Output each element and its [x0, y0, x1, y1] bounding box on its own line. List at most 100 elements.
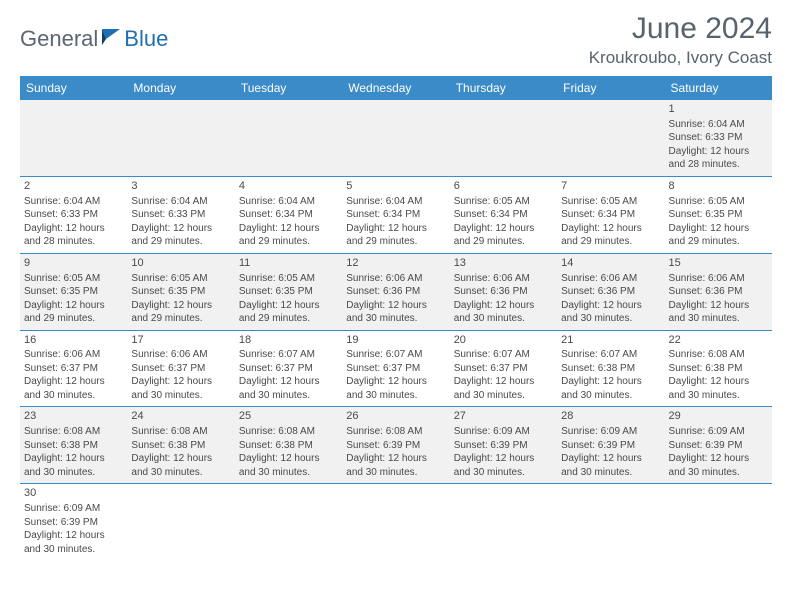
daylight-line: Daylight: 12 hours and 28 minutes.: [24, 222, 123, 249]
sunrise-line: Sunrise: 6:07 AM: [239, 348, 338, 362]
calendar-row: 1Sunrise: 6:04 AMSunset: 6:33 PMDaylight…: [20, 100, 772, 176]
calendar-cell: 25Sunrise: 6:08 AMSunset: 6:38 PMDayligh…: [235, 407, 342, 484]
daylight-line: Daylight: 12 hours and 30 minutes.: [561, 452, 660, 479]
month-title: June 2024: [589, 12, 772, 46]
calendar-row: 23Sunrise: 6:08 AMSunset: 6:38 PMDayligh…: [20, 407, 772, 484]
calendar-cell: 11Sunrise: 6:05 AMSunset: 6:35 PMDayligh…: [235, 253, 342, 330]
sunrise-line: Sunrise: 6:08 AM: [131, 425, 230, 439]
daylight-line: Daylight: 12 hours and 30 minutes.: [669, 299, 768, 326]
sunrise-line: Sunrise: 6:06 AM: [454, 272, 553, 286]
daylight-line: Daylight: 12 hours and 28 minutes.: [669, 145, 768, 172]
sunset-line: Sunset: 6:38 PM: [669, 362, 768, 376]
sunset-line: Sunset: 6:39 PM: [669, 439, 768, 453]
daylight-line: Daylight: 12 hours and 30 minutes.: [346, 299, 445, 326]
sunset-line: Sunset: 6:34 PM: [561, 208, 660, 222]
sunrise-line: Sunrise: 6:08 AM: [24, 425, 123, 439]
calendar-cell: [665, 484, 772, 560]
sunset-line: Sunset: 6:37 PM: [24, 362, 123, 376]
daylight-line: Daylight: 12 hours and 30 minutes.: [24, 452, 123, 479]
sunset-line: Sunset: 6:39 PM: [24, 516, 123, 530]
daylight-line: Daylight: 12 hours and 30 minutes.: [454, 452, 553, 479]
sunrise-line: Sunrise: 6:07 AM: [561, 348, 660, 362]
calendar-cell: [450, 100, 557, 176]
calendar-cell: [235, 100, 342, 176]
sunset-line: Sunset: 6:37 PM: [346, 362, 445, 376]
calendar-cell: [20, 100, 127, 176]
calendar-row: 9Sunrise: 6:05 AMSunset: 6:35 PMDaylight…: [20, 253, 772, 330]
daylight-line: Daylight: 12 hours and 29 minutes.: [561, 222, 660, 249]
calendar-cell: 27Sunrise: 6:09 AMSunset: 6:39 PMDayligh…: [450, 407, 557, 484]
day-number: 4: [239, 179, 338, 194]
sunset-line: Sunset: 6:37 PM: [454, 362, 553, 376]
day-number: 26: [346, 409, 445, 424]
day-number: 28: [561, 409, 660, 424]
sunrise-line: Sunrise: 6:05 AM: [239, 272, 338, 286]
day-number: 10: [131, 256, 230, 271]
daylight-line: Daylight: 12 hours and 30 minutes.: [669, 375, 768, 402]
calendar-cell: 23Sunrise: 6:08 AMSunset: 6:38 PMDayligh…: [20, 407, 127, 484]
sunset-line: Sunset: 6:34 PM: [454, 208, 553, 222]
sunset-line: Sunset: 6:33 PM: [24, 208, 123, 222]
daylight-line: Daylight: 12 hours and 30 minutes.: [561, 375, 660, 402]
sunrise-line: Sunrise: 6:04 AM: [669, 118, 768, 132]
calendar-cell: 6Sunrise: 6:05 AMSunset: 6:34 PMDaylight…: [450, 176, 557, 253]
calendar-cell: 9Sunrise: 6:05 AMSunset: 6:35 PMDaylight…: [20, 253, 127, 330]
calendar-cell: 14Sunrise: 6:06 AMSunset: 6:36 PMDayligh…: [557, 253, 664, 330]
sunrise-line: Sunrise: 6:08 AM: [239, 425, 338, 439]
sunrise-line: Sunrise: 6:04 AM: [239, 195, 338, 209]
day-number: 12: [346, 256, 445, 271]
calendar-body: 1Sunrise: 6:04 AMSunset: 6:33 PMDaylight…: [20, 100, 772, 560]
sunset-line: Sunset: 6:36 PM: [561, 285, 660, 299]
daylight-line: Daylight: 12 hours and 30 minutes.: [346, 375, 445, 402]
day-number: 23: [24, 409, 123, 424]
sunset-line: Sunset: 6:34 PM: [239, 208, 338, 222]
sunrise-line: Sunrise: 6:09 AM: [24, 502, 123, 516]
sunrise-line: Sunrise: 6:07 AM: [454, 348, 553, 362]
sunset-line: Sunset: 6:35 PM: [131, 285, 230, 299]
calendar-cell: 12Sunrise: 6:06 AMSunset: 6:36 PMDayligh…: [342, 253, 449, 330]
daylight-line: Daylight: 12 hours and 30 minutes.: [24, 375, 123, 402]
day-number: 18: [239, 333, 338, 348]
daylight-line: Daylight: 12 hours and 30 minutes.: [24, 529, 123, 556]
sunset-line: Sunset: 6:38 PM: [24, 439, 123, 453]
sunset-line: Sunset: 6:36 PM: [669, 285, 768, 299]
title-block: June 2024 Kroukroubo, Ivory Coast: [589, 12, 772, 68]
sunrise-line: Sunrise: 6:05 AM: [131, 272, 230, 286]
calendar-row: 30Sunrise: 6:09 AMSunset: 6:39 PMDayligh…: [20, 484, 772, 560]
day-number: 21: [561, 333, 660, 348]
day-number: 16: [24, 333, 123, 348]
weekday-header: Thursday: [450, 76, 557, 100]
daylight-line: Daylight: 12 hours and 29 minutes.: [239, 222, 338, 249]
logo-text-blue: Blue: [124, 26, 168, 52]
daylight-line: Daylight: 12 hours and 30 minutes.: [131, 375, 230, 402]
day-number: 27: [454, 409, 553, 424]
sunrise-line: Sunrise: 6:05 AM: [669, 195, 768, 209]
sunrise-line: Sunrise: 6:04 AM: [131, 195, 230, 209]
calendar-row: 16Sunrise: 6:06 AMSunset: 6:37 PMDayligh…: [20, 330, 772, 407]
day-number: 3: [131, 179, 230, 194]
calendar-cell: [450, 484, 557, 560]
calendar-cell: 4Sunrise: 6:04 AMSunset: 6:34 PMDaylight…: [235, 176, 342, 253]
daylight-line: Daylight: 12 hours and 30 minutes.: [346, 452, 445, 479]
calendar-cell: [235, 484, 342, 560]
daylight-line: Daylight: 12 hours and 29 minutes.: [346, 222, 445, 249]
sunset-line: Sunset: 6:39 PM: [561, 439, 660, 453]
day-number: 2: [24, 179, 123, 194]
day-number: 25: [239, 409, 338, 424]
calendar-cell: 13Sunrise: 6:06 AMSunset: 6:36 PMDayligh…: [450, 253, 557, 330]
sunset-line: Sunset: 6:37 PM: [239, 362, 338, 376]
calendar-cell: 2Sunrise: 6:04 AMSunset: 6:33 PMDaylight…: [20, 176, 127, 253]
daylight-line: Daylight: 12 hours and 29 minutes.: [239, 299, 338, 326]
calendar-cell: [342, 100, 449, 176]
sunrise-line: Sunrise: 6:06 AM: [561, 272, 660, 286]
day-number: 9: [24, 256, 123, 271]
weekday-header: Sunday: [20, 76, 127, 100]
weekday-header: Saturday: [665, 76, 772, 100]
logo-text-general: General: [20, 26, 98, 52]
daylight-line: Daylight: 12 hours and 29 minutes.: [24, 299, 123, 326]
weekday-header-row: Sunday Monday Tuesday Wednesday Thursday…: [20, 76, 772, 100]
calendar-cell: [557, 100, 664, 176]
sunrise-line: Sunrise: 6:08 AM: [346, 425, 445, 439]
weekday-header: Monday: [127, 76, 234, 100]
sunrise-line: Sunrise: 6:09 AM: [669, 425, 768, 439]
